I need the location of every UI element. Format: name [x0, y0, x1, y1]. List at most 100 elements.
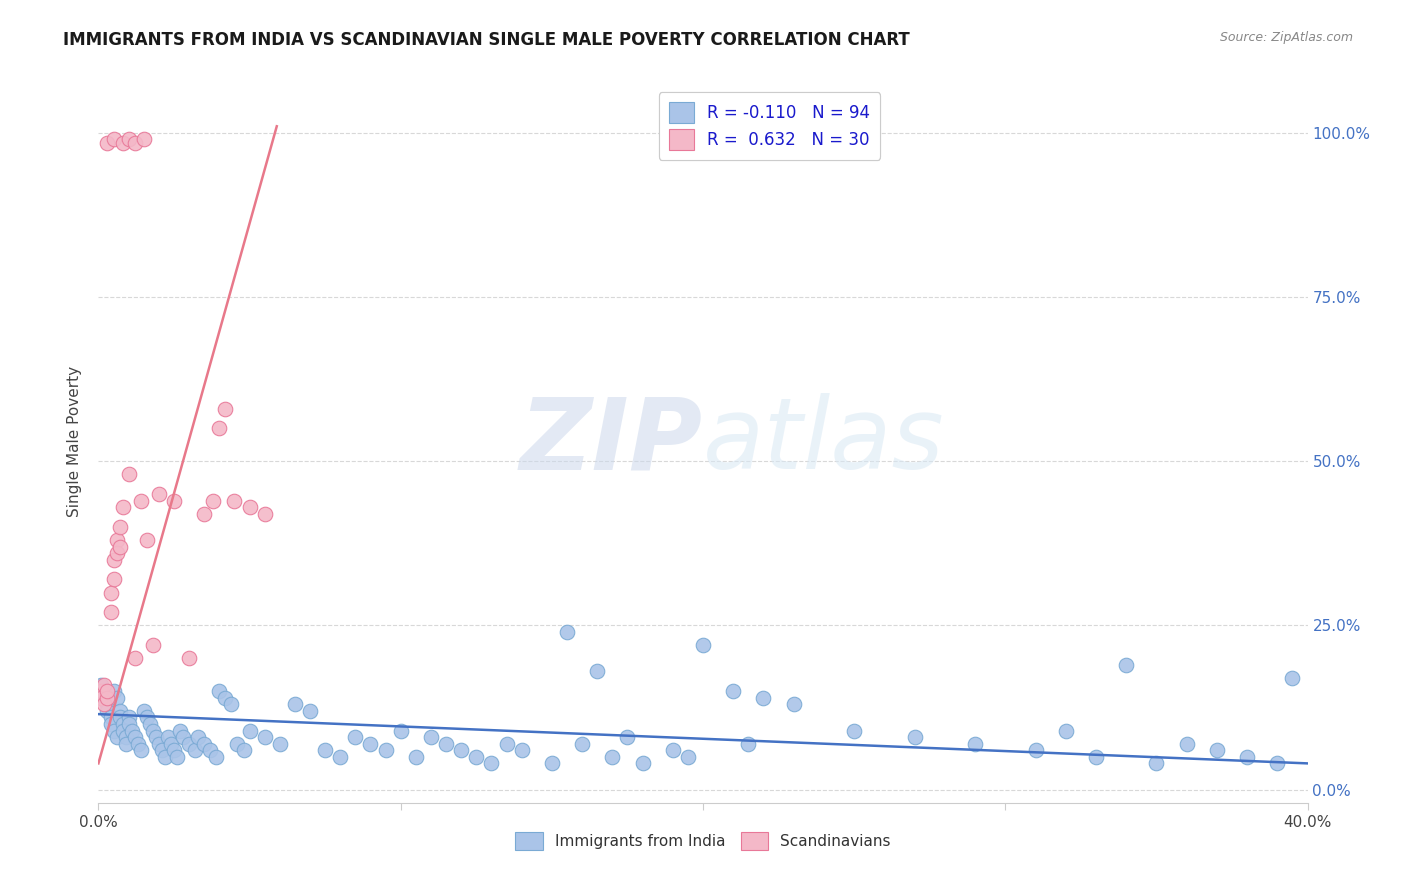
- Point: [904, 730, 927, 744]
- Point: [163, 743, 186, 757]
- Point: [150, 743, 173, 757]
- Point: [100, 717, 122, 731]
- Point: [103, 684, 125, 698]
- Point: [129, 493, 152, 508]
- Point: [193, 507, 215, 521]
- Point: [124, 651, 146, 665]
- Point: [129, 743, 152, 757]
- Point: [184, 743, 207, 757]
- Point: [200, 743, 222, 757]
- Point: [93, 698, 115, 712]
- Point: [93, 677, 115, 691]
- Point: [844, 723, 866, 738]
- Point: [90, 690, 112, 705]
- Point: [214, 690, 236, 705]
- Point: [269, 737, 291, 751]
- Point: [148, 487, 170, 501]
- Point: [93, 690, 115, 705]
- Point: [208, 421, 231, 435]
- Point: [96, 690, 118, 705]
- Point: [179, 651, 201, 665]
- Point: [208, 684, 231, 698]
- Point: [142, 723, 165, 738]
- Text: ZIP: ZIP: [520, 393, 703, 490]
- Point: [586, 665, 609, 679]
- Point: [90, 684, 112, 698]
- Point: [253, 730, 276, 744]
- Point: [132, 704, 155, 718]
- Point: [965, 737, 987, 751]
- Point: [510, 743, 533, 757]
- Point: [105, 690, 128, 705]
- Point: [226, 737, 249, 751]
- Point: [723, 684, 745, 698]
- Point: [202, 493, 225, 508]
- Point: [214, 401, 236, 416]
- Point: [105, 730, 128, 744]
- Point: [661, 743, 683, 757]
- Point: [100, 585, 122, 599]
- Point: [118, 717, 141, 731]
- Point: [232, 743, 254, 757]
- Point: [172, 730, 194, 744]
- Point: [105, 533, 128, 547]
- Point: [121, 723, 143, 738]
- Point: [142, 638, 165, 652]
- Point: [103, 553, 125, 567]
- Point: [1267, 756, 1289, 771]
- Point: [1281, 671, 1303, 685]
- Point: [179, 737, 201, 751]
- Point: [187, 730, 209, 744]
- Point: [783, 698, 806, 712]
- Point: [124, 136, 146, 150]
- Point: [100, 605, 122, 619]
- Point: [737, 737, 759, 751]
- Point: [127, 737, 149, 751]
- Point: [389, 723, 412, 738]
- Text: IMMIGRANTS FROM INDIA VS SCANDINAVIAN SINGLE MALE POVERTY CORRELATION CHART: IMMIGRANTS FROM INDIA VS SCANDINAVIAN SI…: [63, 31, 910, 49]
- Point: [145, 730, 167, 744]
- Point: [374, 743, 396, 757]
- Point: [139, 717, 162, 731]
- Point: [692, 638, 714, 652]
- Point: [132, 132, 155, 146]
- Point: [253, 507, 276, 521]
- Point: [1206, 743, 1229, 757]
- Point: [114, 737, 136, 751]
- Point: [96, 698, 118, 712]
- Point: [135, 533, 157, 547]
- Point: [405, 749, 427, 764]
- Text: Source: ZipAtlas.com: Source: ZipAtlas.com: [1219, 31, 1353, 45]
- Point: [90, 677, 112, 691]
- Point: [571, 737, 593, 751]
- Point: [676, 749, 699, 764]
- Point: [111, 723, 134, 738]
- Point: [166, 749, 188, 764]
- Point: [108, 710, 131, 724]
- Point: [193, 737, 215, 751]
- Point: [360, 737, 382, 751]
- Point: [1085, 749, 1108, 764]
- Point: [118, 710, 141, 724]
- Point: [284, 698, 307, 712]
- Point: [631, 756, 654, 771]
- Point: [1054, 723, 1077, 738]
- Point: [96, 684, 118, 698]
- Point: [1175, 737, 1198, 751]
- Point: [108, 704, 131, 718]
- Point: [224, 493, 246, 508]
- Point: [118, 467, 141, 482]
- Point: [1144, 756, 1167, 771]
- Point: [239, 500, 262, 515]
- Point: [163, 493, 186, 508]
- Point: [100, 710, 122, 724]
- Point: [124, 730, 146, 744]
- Point: [420, 730, 443, 744]
- Point: [93, 684, 115, 698]
- Text: atlas: atlas: [703, 393, 945, 490]
- Point: [434, 737, 457, 751]
- Point: [114, 730, 136, 744]
- Point: [156, 730, 179, 744]
- Point: [205, 749, 228, 764]
- Point: [555, 625, 578, 640]
